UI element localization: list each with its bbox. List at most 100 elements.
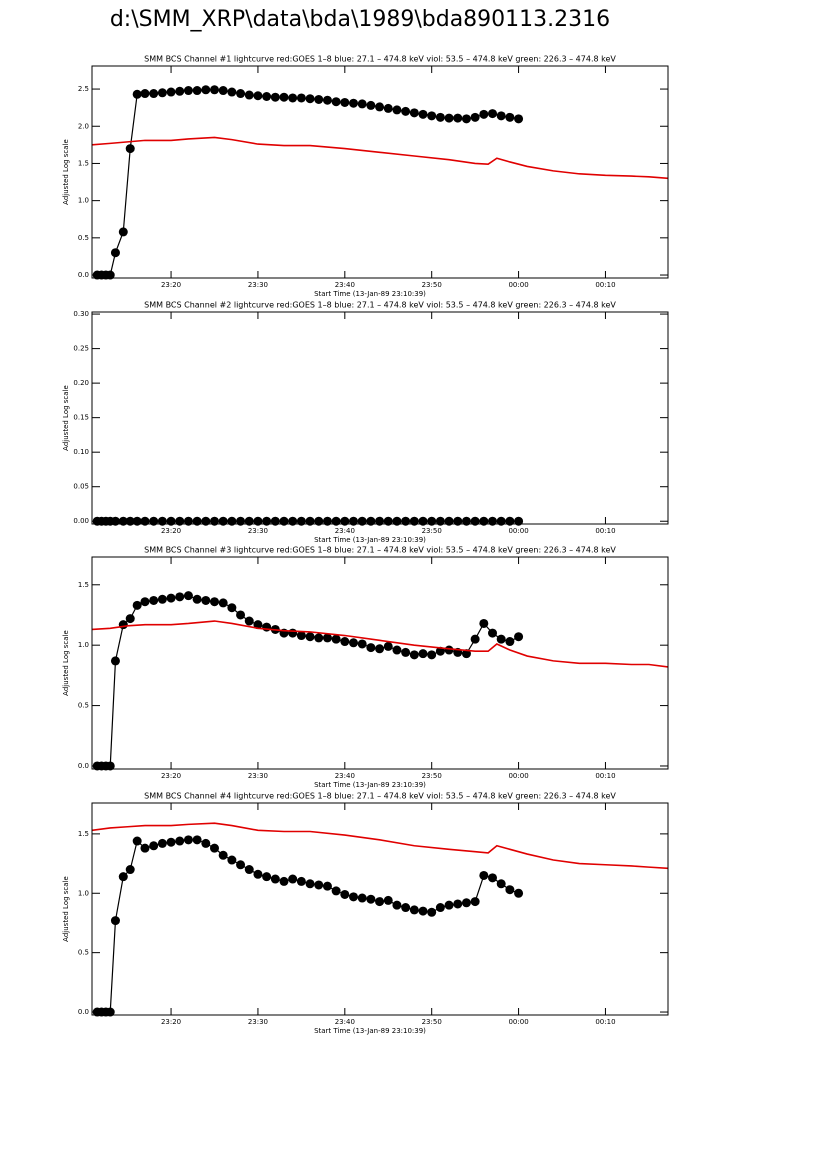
data-point bbox=[496, 634, 506, 644]
data-point bbox=[192, 835, 202, 845]
data-point bbox=[140, 843, 150, 853]
data-point bbox=[105, 761, 115, 771]
data-point bbox=[201, 838, 211, 848]
data-point bbox=[322, 516, 332, 526]
data-point bbox=[514, 888, 524, 898]
data-point bbox=[166, 837, 176, 847]
data-point bbox=[305, 94, 315, 104]
data-point bbox=[132, 89, 142, 99]
data-point bbox=[166, 87, 176, 97]
y-axis-label: Adjusted Log scale bbox=[62, 385, 70, 451]
data-point bbox=[479, 870, 489, 880]
data-point bbox=[470, 897, 480, 907]
data-point bbox=[296, 876, 306, 886]
data-point bbox=[296, 631, 306, 641]
data-point bbox=[427, 650, 437, 660]
data-point bbox=[183, 591, 193, 601]
data-point bbox=[496, 111, 506, 121]
x-tick-label: 23:40 bbox=[335, 281, 355, 289]
data-point bbox=[166, 516, 176, 526]
data-point bbox=[505, 112, 515, 122]
data-point bbox=[296, 516, 306, 526]
data-point bbox=[496, 516, 506, 526]
y-tick-label: 0.10 bbox=[73, 448, 89, 456]
data-point bbox=[175, 86, 185, 96]
data-point bbox=[392, 105, 402, 115]
data-point bbox=[192, 516, 202, 526]
data-point bbox=[166, 593, 176, 603]
data-point bbox=[488, 109, 498, 119]
x-axis-label: Start Time (13-Jan-89 23:10:39) bbox=[314, 781, 426, 789]
page-title: d:\SMM_XRP\data\bda\1989\bda890113.2316 bbox=[110, 7, 610, 32]
data-point bbox=[427, 111, 437, 121]
x-tick-label: 23:50 bbox=[422, 772, 442, 780]
data-point bbox=[149, 841, 159, 851]
chart-title: SMM BCS Channel #1 lightcurve red:GOES 1… bbox=[144, 55, 616, 64]
data-point bbox=[236, 516, 246, 526]
x-tick-label: 00:00 bbox=[508, 281, 528, 289]
x-tick-label: 00:00 bbox=[508, 772, 528, 780]
data-point bbox=[322, 881, 332, 891]
data-point bbox=[392, 516, 402, 526]
x-axis-label: Start Time (13-Jan-89 23:10:39) bbox=[314, 536, 426, 544]
data-point bbox=[140, 516, 150, 526]
data-point bbox=[314, 633, 324, 643]
data-point bbox=[357, 99, 367, 109]
data-point bbox=[357, 639, 367, 649]
data-point bbox=[514, 516, 524, 526]
data-point bbox=[262, 516, 272, 526]
data-point bbox=[253, 869, 263, 879]
data-point bbox=[453, 516, 463, 526]
data-point bbox=[110, 248, 120, 258]
data-point bbox=[105, 1007, 115, 1017]
plot-frame bbox=[91, 65, 669, 279]
y-tick-label: 0.0 bbox=[78, 1008, 89, 1016]
x-tick-label: 23:30 bbox=[248, 1018, 268, 1026]
data-point bbox=[244, 516, 254, 526]
data-point bbox=[383, 895, 393, 905]
data-point bbox=[409, 516, 419, 526]
data-point bbox=[236, 89, 246, 99]
x-tick-label: 23:20 bbox=[161, 1018, 181, 1026]
data-point bbox=[262, 872, 272, 882]
chart-title: SMM BCS Channel #3 lightcurve red:GOES 1… bbox=[144, 546, 616, 555]
y-tick-label: 0.0 bbox=[78, 271, 89, 279]
y-axis-label: Adjusted Log scale bbox=[62, 630, 70, 696]
data-point bbox=[366, 516, 376, 526]
data-point bbox=[435, 903, 445, 913]
y-tick-label: 0.0 bbox=[78, 762, 89, 770]
data-point bbox=[322, 633, 332, 643]
y-tick-label: 1.5 bbox=[78, 830, 89, 838]
data-point bbox=[218, 516, 228, 526]
data-point bbox=[125, 516, 135, 526]
data-point bbox=[505, 637, 515, 647]
data-point bbox=[470, 516, 480, 526]
y-tick-label: 0.05 bbox=[73, 483, 89, 491]
data-point bbox=[514, 114, 524, 124]
data-point bbox=[435, 646, 445, 656]
data-point bbox=[288, 516, 298, 526]
data-point bbox=[253, 516, 263, 526]
plot-frame bbox=[91, 556, 669, 770]
data-point bbox=[340, 889, 350, 899]
data-point bbox=[305, 632, 315, 642]
data-point bbox=[209, 843, 219, 853]
data-point bbox=[331, 516, 341, 526]
data-point bbox=[349, 98, 359, 108]
data-point bbox=[262, 91, 272, 101]
data-point bbox=[383, 516, 393, 526]
plot-frame bbox=[91, 802, 669, 1016]
data-point bbox=[140, 597, 150, 607]
x-tick-label: 23:20 bbox=[161, 772, 181, 780]
y-tick-label: 0.5 bbox=[78, 234, 89, 242]
data-point bbox=[409, 108, 419, 118]
data-point bbox=[357, 893, 367, 903]
data-point bbox=[244, 616, 254, 626]
x-tick-label: 23:20 bbox=[161, 281, 181, 289]
y-tick-label: 2.0 bbox=[78, 122, 89, 130]
data-point bbox=[479, 516, 489, 526]
data-point bbox=[453, 899, 463, 909]
data-point bbox=[366, 643, 376, 653]
data-point bbox=[279, 92, 289, 102]
